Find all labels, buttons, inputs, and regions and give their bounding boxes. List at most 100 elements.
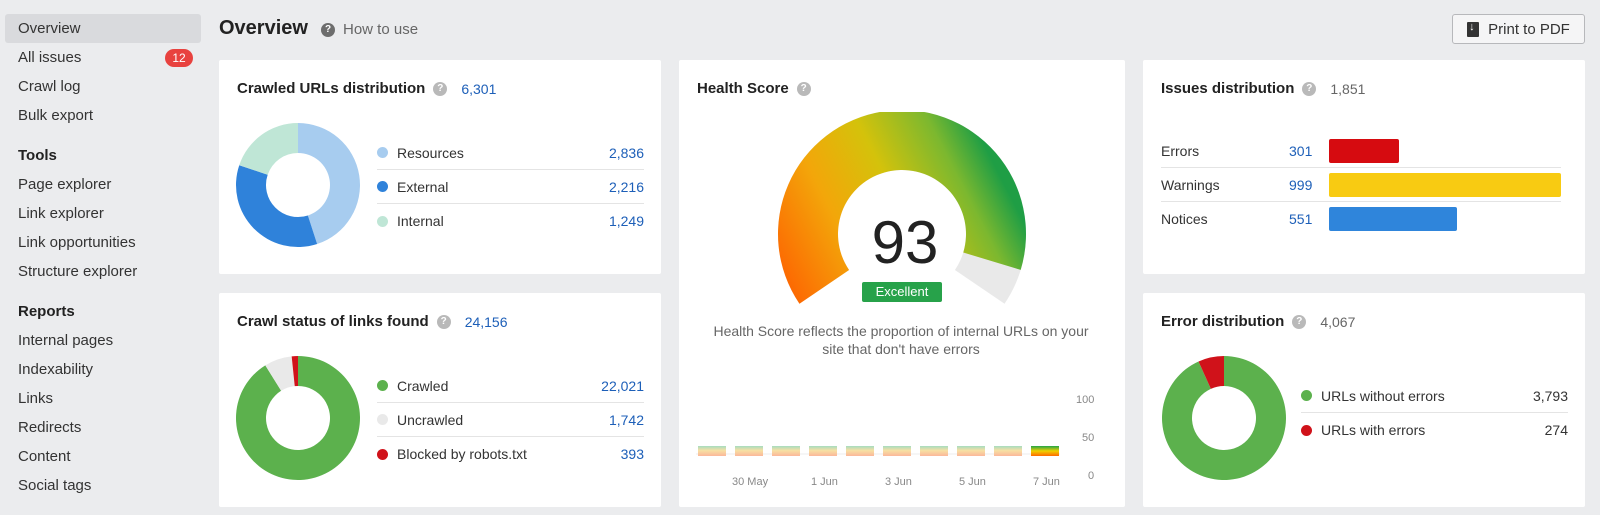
legend-value: 274 [1544, 422, 1568, 438]
warnings-bar[interactable] [1329, 172, 1561, 197]
donut-slice-resources[interactable] [298, 123, 360, 244]
sidebar-item-page-explorer[interactable]: Page explorer [18, 176, 112, 193]
legend-label: URLs without errors [1321, 387, 1445, 404]
legend-value[interactable]: 1,742 [608, 411, 644, 428]
health-score-description: Health Score reflects the proportion of … [713, 323, 1089, 357]
donut-slice-external[interactable] [236, 165, 318, 247]
error-distribution-card: Error distribution ? 4,067 URLs without … [1143, 293, 1585, 507]
x-tick: 5 Jun [959, 476, 986, 488]
sidebar-item-link-opportunities[interactable]: Link opportunities [18, 234, 136, 251]
sidebar-item-indexability[interactable]: Indexability [18, 361, 94, 378]
download-file-icon [1467, 21, 1480, 37]
legend-value[interactable]: 22,021 [601, 377, 644, 394]
legend-row: Internal 1,249 [377, 204, 644, 238]
help-icon[interactable]: ? [433, 81, 448, 96]
sidebar-item-link-explorer[interactable]: Link explorer [18, 205, 104, 222]
history-bar[interactable] [957, 446, 985, 456]
history-bar[interactable] [846, 446, 874, 456]
help-icon[interactable]: ? [436, 314, 451, 329]
issue-count[interactable]: 551 [1289, 211, 1313, 227]
crawl-status-total[interactable]: 24,156 [464, 313, 508, 330]
issues-total: 1,851 [1330, 80, 1366, 97]
legend-label: Uncrawled [397, 411, 464, 428]
crawled-urls-total[interactable]: 6,301 [461, 80, 497, 97]
sidebar-item-redirects[interactable]: Redirects [18, 419, 82, 436]
issue-label: Notices [1161, 211, 1208, 227]
legend-label: Crawled [397, 377, 449, 394]
legend-dot [1301, 390, 1312, 401]
legend-value: 3,793 [1532, 387, 1568, 404]
health-score-card: Health Score ? 93 Excellent Health Score… [679, 60, 1125, 507]
issue-bar-track [1329, 172, 1561, 197]
card-title: Error distribution [1161, 313, 1285, 330]
crawl-status-card: Crawl status of links found ? 24,156 Cra… [219, 293, 661, 507]
history-bar[interactable] [994, 446, 1022, 456]
crawl-status-donut [236, 356, 360, 480]
card-title: Crawl status of links found [237, 313, 429, 330]
print-to-pdf-button[interactable]: Print to PDF [1452, 14, 1585, 44]
legend-dot [377, 147, 388, 158]
legend-row: Uncrawled 1,742 [377, 403, 644, 437]
donut-slice-urls-with-errors[interactable] [1198, 356, 1224, 389]
crawled-urls-card: Crawled URLs distribution ? 6,301 Resour… [219, 60, 661, 274]
donut-slice-uncrawled[interactable] [265, 356, 295, 391]
x-tick: 30 May [732, 476, 769, 488]
history-bar[interactable] [698, 446, 726, 456]
sidebar-item-social-tags[interactable]: Social tags [18, 477, 92, 494]
help-icon[interactable]: ? [1302, 81, 1317, 96]
donut-slice-blocked-by-robots-txt[interactable] [291, 356, 298, 387]
donut-slice-internal[interactable] [239, 123, 298, 175]
legend-label: Internal [397, 213, 444, 229]
history-bar[interactable] [809, 446, 837, 456]
legend-row: URLs without errors 3,793 [1301, 379, 1568, 413]
legend-value[interactable]: 393 [620, 446, 644, 462]
issues-count-badge: 12 [165, 49, 193, 67]
issue-label: Errors [1161, 142, 1200, 159]
y-tick: 0 [1088, 470, 1095, 482]
sidebar-item-internal-pages[interactable]: Internal pages [18, 332, 114, 349]
legend-dot [377, 448, 388, 460]
issue-count[interactable]: 999 [1289, 176, 1313, 193]
legend-label: Blocked by robots.txt [397, 446, 527, 462]
help-icon[interactable]: ? [1292, 314, 1307, 329]
legend-value[interactable]: 1,249 [608, 213, 644, 229]
sidebar-item-overview[interactable]: Overview [5, 14, 201, 43]
how-to-use-link[interactable]: ? How to use [321, 21, 418, 38]
notices-bar[interactable] [1329, 207, 1457, 231]
legend-value[interactable]: 2,216 [608, 178, 644, 195]
legend-value[interactable]: 2,836 [608, 144, 644, 161]
legend-dot [377, 380, 388, 391]
x-tick: 3 Jun [885, 476, 912, 488]
issues-distribution-card: Issues distribution ? 1,851 Errors 301 W… [1143, 60, 1585, 274]
health-history-chart [696, 446, 1060, 456]
history-bar-current[interactable] [1031, 446, 1059, 456]
sidebar-item-links[interactable]: Links [18, 390, 54, 407]
donut-slice-crawled[interactable] [236, 356, 360, 480]
history-bar[interactable] [883, 446, 911, 456]
sidebar-item-crawl-log[interactable]: Crawl log [18, 78, 81, 95]
sidebar-item-structure-explorer[interactable]: Structure explorer [18, 263, 138, 280]
history-bar[interactable] [920, 446, 948, 456]
legend-row: URLs with errors 274 [1301, 413, 1568, 447]
donut-slice-urls-without-errors[interactable] [1162, 356, 1286, 480]
sidebar-item-all-issues[interactable]: All issues 12 [5, 43, 201, 72]
sidebar-item-bulk-export[interactable]: Bulk export [18, 107, 94, 124]
help-icon[interactable]: ? [796, 81, 811, 96]
error-distribution-donut [1162, 356, 1286, 480]
sidebar-item-content[interactable]: Content [18, 448, 71, 465]
errors-bar[interactable] [1329, 138, 1399, 163]
issue-row-errors: Errors 301 [1161, 134, 1561, 168]
card-title: Health Score [697, 80, 789, 97]
x-tick: 7 Jun [1033, 476, 1060, 488]
legend-dot [377, 215, 388, 227]
issue-row-notices: Notices 551 [1161, 202, 1561, 236]
print-to-pdf-label: Print to PDF [1488, 20, 1570, 38]
issue-bar-track [1329, 207, 1561, 231]
history-bar[interactable] [772, 446, 800, 456]
issue-label: Warnings [1161, 176, 1220, 193]
issue-count[interactable]: 301 [1289, 142, 1313, 159]
health-gauge [778, 112, 1026, 304]
history-bar[interactable] [735, 446, 763, 456]
legend-row: Resources 2,836 [377, 136, 644, 170]
legend-row: Blocked by robots.txt 393 [377, 437, 644, 471]
